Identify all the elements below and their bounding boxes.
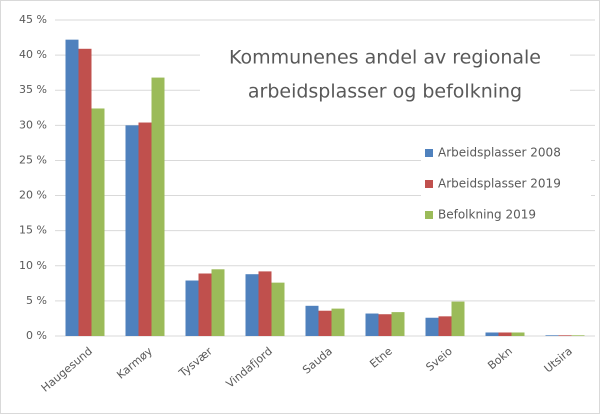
legend-label: Arbeidsplasser 2008 xyxy=(438,146,561,160)
legend-background xyxy=(421,138,591,230)
y-tick-label: 30 % xyxy=(19,118,47,131)
bar xyxy=(318,310,332,336)
bar xyxy=(245,274,259,336)
y-tick-label: 25 % xyxy=(19,153,47,166)
bar xyxy=(571,335,585,336)
title-background xyxy=(200,38,570,108)
chart-title: arbeidsplasser og befolkning xyxy=(248,81,522,103)
legend-swatch xyxy=(425,211,433,219)
bar xyxy=(498,332,512,336)
legend-swatch xyxy=(425,180,433,188)
bar xyxy=(511,332,525,336)
legend-label: Arbeidsplasser 2019 xyxy=(438,177,561,191)
y-tick-label: 0 % xyxy=(26,329,47,342)
bar xyxy=(305,305,319,336)
bar xyxy=(378,314,392,336)
bar xyxy=(545,335,559,336)
y-tick-label: 5 % xyxy=(26,294,47,307)
bar xyxy=(65,39,79,336)
chart-title: Kommunenes andel av regionale xyxy=(229,47,541,69)
bar xyxy=(138,122,152,336)
bar xyxy=(451,301,465,336)
y-tick-label: 40 % xyxy=(19,48,47,61)
bar xyxy=(558,335,572,336)
y-tick-label: 10 % xyxy=(19,259,47,272)
bar xyxy=(485,332,499,336)
bar xyxy=(91,108,105,336)
y-tick-label: 15 % xyxy=(19,224,47,237)
legend-swatch xyxy=(425,149,433,157)
bar xyxy=(271,282,285,336)
bar xyxy=(438,316,452,336)
bar xyxy=(425,317,439,336)
bar xyxy=(258,271,272,336)
y-tick-label: 45 % xyxy=(19,13,47,26)
bar xyxy=(211,269,225,336)
bar xyxy=(365,313,379,336)
y-tick-label: 35 % xyxy=(19,83,47,96)
y-tick-label: 20 % xyxy=(19,189,47,202)
bar xyxy=(331,308,345,336)
bar xyxy=(185,280,199,336)
bar xyxy=(198,273,212,336)
bar xyxy=(125,125,139,336)
legend-label: Befolkning 2019 xyxy=(438,208,536,222)
bar xyxy=(151,77,165,337)
bar xyxy=(391,312,405,336)
bar xyxy=(78,48,92,337)
